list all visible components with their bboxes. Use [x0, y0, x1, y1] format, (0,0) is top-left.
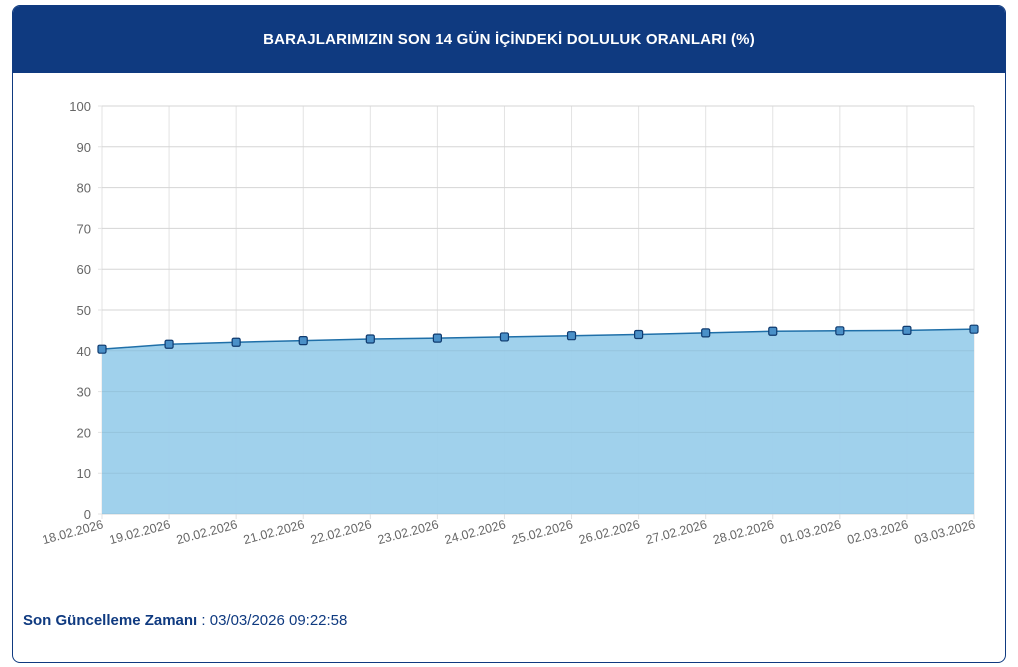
data-point [902, 325, 912, 335]
x-tick-label: 28.02.2026 [711, 517, 775, 547]
y-tick-label: 70 [77, 221, 91, 236]
series-line [101, 328, 975, 350]
y-tick-label: 60 [77, 262, 91, 277]
last-update-value: 03/03/2026 09:22:58 [209, 612, 348, 629]
data-point [634, 329, 644, 340]
x-tick-label: 20.02.2026 [175, 517, 239, 547]
y-tick-label: 10 [77, 466, 91, 481]
x-tick-label: 24.02.2026 [443, 517, 507, 547]
y-tick-label: 30 [77, 385, 91, 400]
x-tick-label: 02.03.2026 [846, 517, 910, 547]
data-point [566, 331, 577, 341]
x-tick-label: 27.02.2026 [644, 517, 708, 547]
x-tick-label: 23.02.2026 [376, 517, 440, 547]
data-point [365, 334, 375, 344]
data-point [835, 326, 845, 336]
y-tick-label: 100 [69, 99, 91, 114]
last-update: Son Güncelleme Zamanı : 03/03/2026 09:22… [23, 612, 347, 629]
x-tick-label: 26.02.2026 [577, 517, 641, 547]
data-point [298, 336, 308, 346]
x-tick-label: 03.03.2026 [913, 517, 977, 547]
data-point [499, 332, 510, 342]
chart-title: BARAJLARIMIZIN SON 14 GÜN İÇİNDEKİ DOLUL… [13, 6, 1005, 73]
y-tick-label: 50 [77, 303, 91, 318]
x-tick-label: 22.02.2026 [309, 517, 373, 547]
x-tick-label: 01.03.2026 [779, 517, 843, 547]
last-update-separator: : [197, 612, 210, 629]
x-tick-label: 19.02.2026 [108, 517, 172, 547]
y-tick-label: 40 [77, 344, 91, 359]
data-point [432, 333, 442, 343]
data-point [231, 337, 241, 347]
area-fill [102, 329, 974, 514]
y-tick-label: 0 [84, 507, 91, 522]
last-update-label: Son Güncelleme Zamanı [23, 612, 198, 629]
x-tick-label: 25.02.2026 [510, 517, 574, 547]
data-point [969, 324, 979, 334]
y-tick-label: 80 [77, 181, 91, 196]
data-point [768, 326, 778, 336]
x-tick-label: 21.02.2026 [242, 517, 306, 547]
data-point [701, 328, 711, 338]
y-tick-label: 90 [77, 140, 91, 155]
data-point [97, 344, 107, 354]
data-point [164, 339, 174, 349]
x-tick-label: 18.02.2026 [41, 517, 105, 547]
y-tick-label: 20 [77, 425, 91, 440]
